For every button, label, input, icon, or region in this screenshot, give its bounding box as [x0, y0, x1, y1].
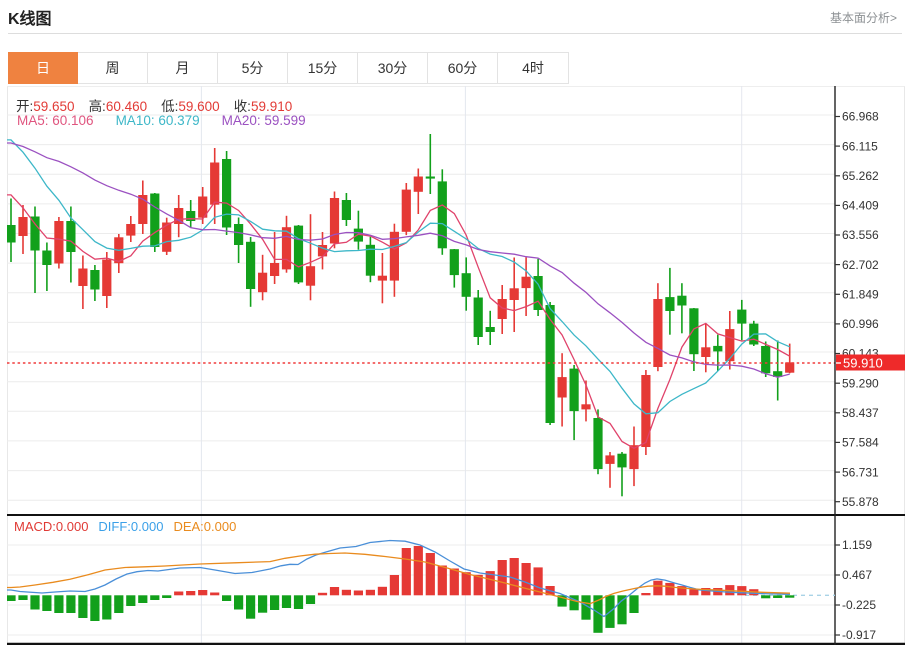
svg-text:57.584: 57.584 — [842, 436, 879, 450]
svg-text:59.910: 59.910 — [843, 355, 883, 370]
svg-text:62.702: 62.702 — [842, 258, 879, 272]
svg-text:66.968: 66.968 — [842, 110, 879, 124]
svg-text:63.556: 63.556 — [842, 228, 879, 242]
svg-text:66.115: 66.115 — [842, 139, 878, 153]
svg-text:61.849: 61.849 — [842, 288, 879, 302]
svg-text:56.731: 56.731 — [842, 465, 879, 479]
svg-text:-0.225: -0.225 — [842, 598, 876, 612]
svg-text:55.878: 55.878 — [842, 495, 879, 509]
svg-text:-0.917: -0.917 — [842, 628, 876, 642]
svg-text:1.159: 1.159 — [842, 538, 872, 552]
svg-text:59.290: 59.290 — [842, 376, 879, 390]
svg-text:58.437: 58.437 — [842, 406, 879, 420]
svg-text:64.409: 64.409 — [842, 199, 879, 213]
svg-text:60.996: 60.996 — [842, 317, 879, 331]
svg-text:65.262: 65.262 — [842, 169, 879, 183]
svg-text:0.467: 0.467 — [842, 568, 872, 582]
